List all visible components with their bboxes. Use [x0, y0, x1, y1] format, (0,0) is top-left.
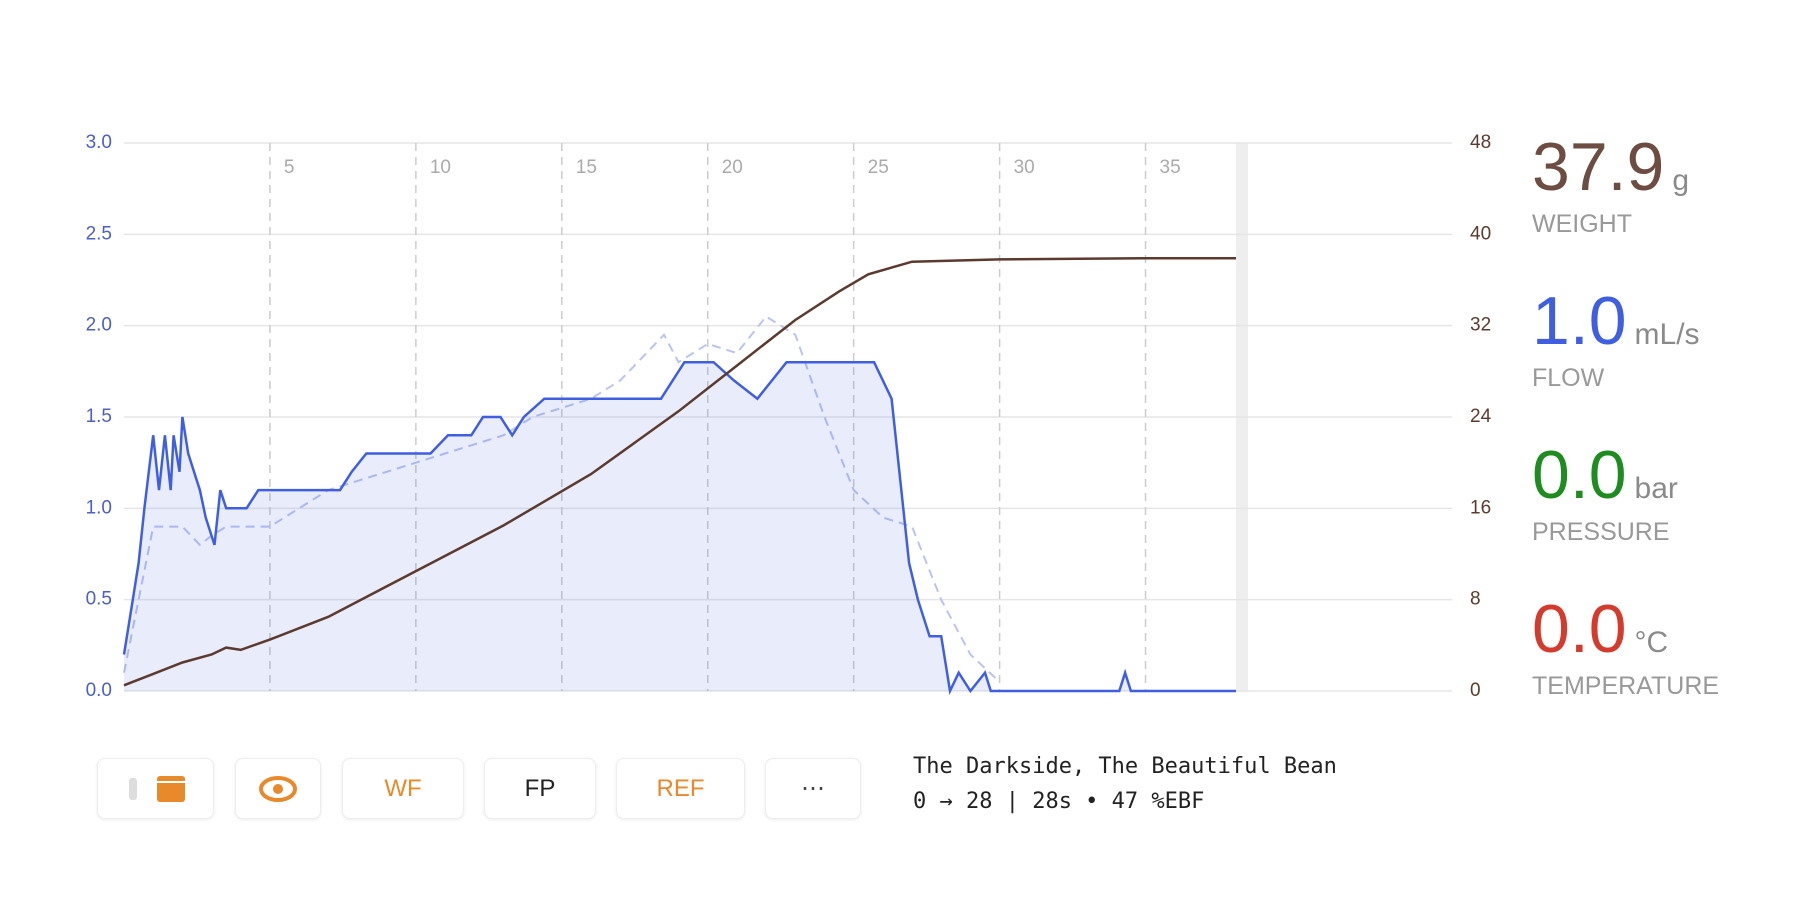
readout: 1.0 mL/s FLOW — [1532, 282, 1700, 393]
toolbar-button[interactable]: WF — [342, 758, 464, 819]
toolbar-button[interactable]: ⋯ — [765, 758, 861, 819]
y2-tick-label: 24 — [1470, 406, 1492, 427]
toolbar-button[interactable]: REF — [616, 758, 745, 819]
x-tick-label: 5 — [284, 157, 295, 178]
y2-tick-label: 48 — [1470, 132, 1491, 153]
y2-tick-label: 8 — [1470, 589, 1481, 610]
y-tick-label: 1.0 — [86, 497, 112, 518]
readout-label: PRESSURE — [1532, 518, 1670, 546]
series-line — [123, 315, 1001, 683]
y2-tick-label: 16 — [1470, 497, 1491, 518]
y2-tick-label: 32 — [1470, 315, 1491, 336]
x-tick-label: 25 — [868, 157, 889, 178]
readout: 37.9 g WEIGHT — [1532, 128, 1689, 239]
y-tick-label: 0.0 — [86, 680, 112, 701]
readout-value: 1.0 — [1532, 283, 1627, 359]
readout-value: 0.0 — [1532, 437, 1627, 513]
eye-icon — [259, 775, 297, 802]
x-tick-label: 35 — [1160, 157, 1181, 178]
y-tick-label: 2.0 — [86, 315, 112, 336]
bean-icon — [128, 775, 185, 802]
readout: 0.0 °C TEMPERATURE — [1532, 590, 1719, 701]
readout: 0.0 bar PRESSURE — [1532, 436, 1678, 547]
y-tick-label: 1.5 — [86, 406, 112, 427]
bean-button[interactable] — [97, 758, 214, 819]
series-line — [123, 257, 1236, 687]
flow-area — [124, 362, 1236, 691]
readout-unit: g — [1672, 164, 1690, 197]
toolbar-button[interactable]: FP — [484, 758, 596, 819]
readout-unit: mL/s — [1634, 318, 1700, 351]
x-tick-label: 30 — [1014, 157, 1035, 178]
shot-title: The Darkside, The Beautiful Bean — [913, 754, 1337, 779]
y-tick-label: 3.0 — [86, 132, 112, 153]
x-tick-label: 15 — [576, 157, 597, 178]
readout-value: 37.9 — [1532, 129, 1665, 205]
readout-unit: °C — [1634, 626, 1669, 659]
readout-label: FLOW — [1532, 364, 1605, 392]
series-line — [122, 360, 1236, 696]
y2-tick-label: 0 — [1470, 680, 1481, 701]
y-tick-label: 2.5 — [86, 223, 112, 244]
y-tick-label: 0.5 — [86, 589, 112, 610]
chart: 0.0 0.5 1.0 1.5 2.0 2.5 3.0 0 8 16 24 32 40 48 5 10 15 20… — [86, 132, 1492, 701]
shot-summary: 0 → 28 | 28s • 47 %EBF — [913, 789, 1205, 814]
view-button[interactable] — [235, 758, 321, 819]
readout-label: TEMPERATURE — [1532, 672, 1720, 700]
y2-tick-label: 40 — [1470, 223, 1491, 244]
readout-value: 0.0 — [1532, 591, 1627, 667]
readout-label: WEIGHT — [1532, 210, 1632, 238]
x-tick-label: 10 — [430, 157, 451, 178]
readout-unit: bar — [1634, 472, 1678, 505]
x-tick-label: 20 — [722, 157, 743, 178]
